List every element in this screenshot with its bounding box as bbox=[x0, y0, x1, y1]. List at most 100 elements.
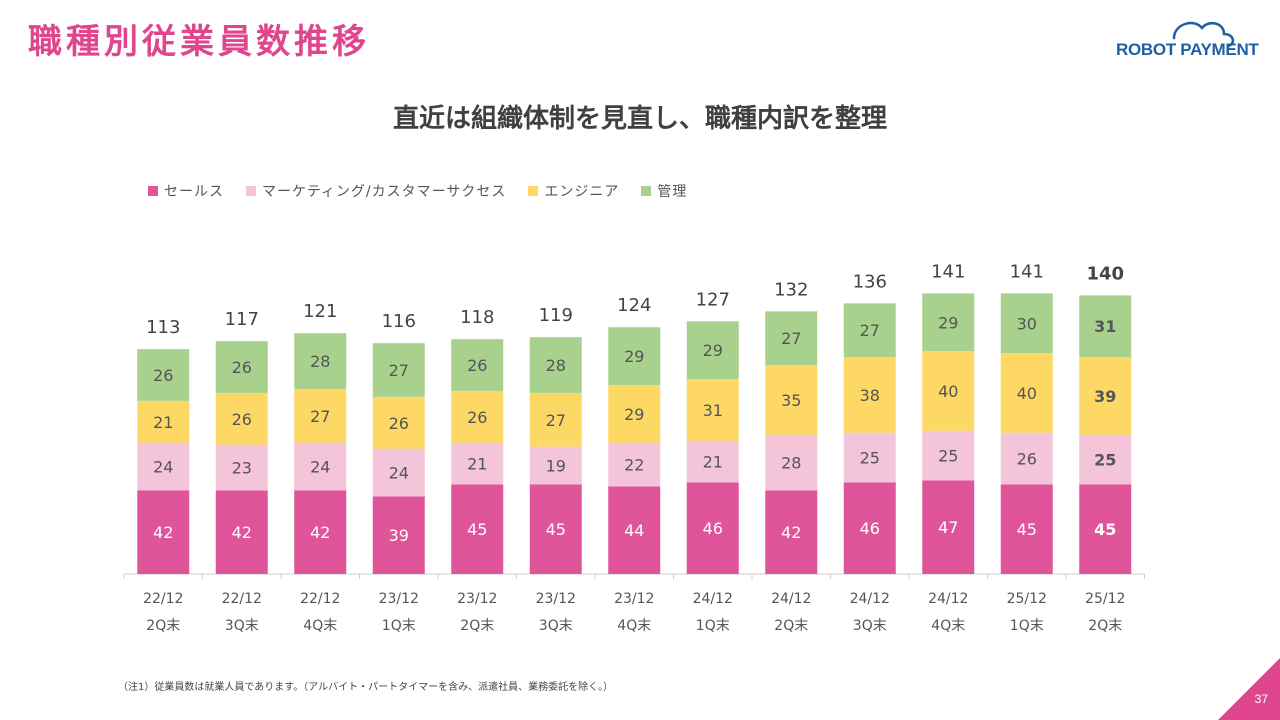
bar-segment bbox=[451, 484, 504, 574]
bar-segment bbox=[765, 365, 818, 435]
x-tick-label-year: 23/12 bbox=[536, 591, 576, 607]
data-label: 39 bbox=[389, 526, 409, 545]
bar-segment bbox=[686, 378, 739, 441]
total-label: 116 bbox=[382, 311, 416, 332]
x-tick-label-quarter: 1Q末 bbox=[696, 618, 730, 634]
bar-segment bbox=[215, 444, 268, 491]
data-label: 35 bbox=[781, 391, 801, 410]
bar-segment bbox=[137, 490, 190, 574]
data-label: 29 bbox=[624, 347, 644, 366]
total-label: 121 bbox=[303, 301, 337, 322]
bar-segment bbox=[608, 327, 661, 385]
x-tick-label-quarter: 3Q末 bbox=[853, 618, 887, 634]
bar-segment bbox=[451, 442, 504, 485]
legend-label-marketing: マーケティング/カスタマーサクセス bbox=[262, 184, 507, 200]
x-tick-label-quarter: 1Q末 bbox=[382, 618, 416, 634]
total-label: 141 bbox=[931, 261, 965, 282]
total-label: 136 bbox=[853, 271, 887, 292]
bar-segment bbox=[765, 434, 818, 491]
bar-segment bbox=[1000, 293, 1053, 354]
bar-segment bbox=[294, 333, 347, 389]
bar-segment bbox=[451, 390, 504, 443]
x-tick-label-year: 22/12 bbox=[222, 591, 262, 607]
data-label: 23 bbox=[232, 459, 252, 478]
data-label: 27 bbox=[781, 329, 801, 348]
bar-segment bbox=[137, 442, 190, 491]
data-label: 40 bbox=[938, 382, 958, 401]
bar-segment bbox=[765, 311, 818, 366]
data-label: 21 bbox=[467, 455, 487, 474]
data-label: 25 bbox=[938, 447, 958, 466]
x-tick-label-quarter: 2Q末 bbox=[774, 618, 808, 634]
data-label: 39 bbox=[1094, 387, 1116, 406]
x-tick-label-year: 24/12 bbox=[771, 591, 811, 607]
chart-legend: セールス マーケティング/カスタマーサクセス エンジニア 管理 bbox=[148, 181, 687, 201]
bar-segment bbox=[529, 337, 582, 393]
data-label: 28 bbox=[546, 356, 566, 375]
total-label: 118 bbox=[460, 307, 494, 328]
bar-segment bbox=[372, 496, 425, 574]
bar-segment bbox=[765, 490, 818, 574]
data-label: 31 bbox=[1094, 317, 1116, 336]
bar-segment bbox=[608, 486, 661, 574]
footnote: （注1）従業員数は就業人員であります。（アルバイト・パートタイマーを含み、派遣社… bbox=[118, 682, 614, 693]
total-label: 119 bbox=[539, 305, 573, 326]
bar-segment bbox=[843, 432, 896, 483]
bar-segment bbox=[372, 396, 425, 449]
x-tick-label-quarter: 3Q末 bbox=[539, 618, 573, 634]
data-label: 46 bbox=[860, 519, 880, 538]
x-tick-label-year: 25/12 bbox=[1085, 591, 1125, 607]
total-label: 141 bbox=[1010, 261, 1044, 282]
x-tick-label-quarter: 2Q末 bbox=[146, 618, 180, 634]
data-label: 30 bbox=[1017, 314, 1037, 333]
data-label: 44 bbox=[624, 521, 644, 540]
x-tick-label-quarter: 4Q末 bbox=[303, 618, 337, 634]
data-label: 46 bbox=[703, 519, 723, 538]
bar-segment bbox=[1079, 484, 1132, 574]
legend-swatch-admin bbox=[641, 186, 652, 196]
bar-segment bbox=[215, 341, 268, 393]
data-label: 29 bbox=[703, 341, 723, 360]
bar-segment bbox=[686, 321, 739, 379]
data-label: 26 bbox=[389, 414, 409, 433]
bar-segment bbox=[922, 480, 975, 574]
data-label: 25 bbox=[860, 449, 880, 468]
data-label: 27 bbox=[310, 407, 330, 426]
bar-segment bbox=[1079, 357, 1132, 435]
x-tick-label-year: 22/12 bbox=[300, 591, 340, 607]
legend-label-engineer: エンジニア bbox=[544, 184, 620, 200]
bar-segment bbox=[843, 357, 896, 433]
bar-segment bbox=[451, 339, 504, 391]
bar-segment bbox=[922, 351, 975, 431]
data-label: 27 bbox=[389, 361, 409, 380]
bar-segment bbox=[608, 384, 661, 443]
legend-item-engineer: エンジニア bbox=[528, 181, 619, 201]
legend-label-sales: セールス bbox=[164, 184, 224, 200]
x-tick-label-year: 25/12 bbox=[1007, 591, 1047, 607]
bar-segment bbox=[137, 400, 190, 443]
data-label: 26 bbox=[1017, 450, 1037, 469]
total-label: 113 bbox=[146, 317, 180, 338]
total-label: 140 bbox=[1086, 263, 1124, 284]
data-label: 45 bbox=[1094, 520, 1116, 539]
data-label: 28 bbox=[781, 454, 801, 473]
bar-segment bbox=[1079, 434, 1132, 485]
x-tick-label-quarter: 1Q末 bbox=[1010, 618, 1044, 634]
x-tick-label-quarter: 2Q末 bbox=[460, 618, 494, 634]
data-label: 26 bbox=[467, 408, 487, 427]
bar-segment bbox=[922, 293, 975, 352]
data-label: 29 bbox=[624, 405, 644, 424]
x-tick-label-year: 23/12 bbox=[614, 591, 654, 607]
bar-segment bbox=[843, 482, 896, 574]
total-label: 124 bbox=[617, 295, 651, 316]
bar-segment bbox=[1000, 353, 1053, 433]
bar-segment bbox=[686, 440, 739, 483]
x-tick-label-year: 24/12 bbox=[928, 591, 968, 607]
data-label: 45 bbox=[546, 520, 566, 539]
data-label: 22 bbox=[624, 456, 644, 475]
bar-segment bbox=[686, 482, 739, 574]
total-label: 117 bbox=[225, 309, 259, 330]
data-label: 31 bbox=[703, 401, 723, 420]
data-label: 26 bbox=[232, 358, 252, 377]
